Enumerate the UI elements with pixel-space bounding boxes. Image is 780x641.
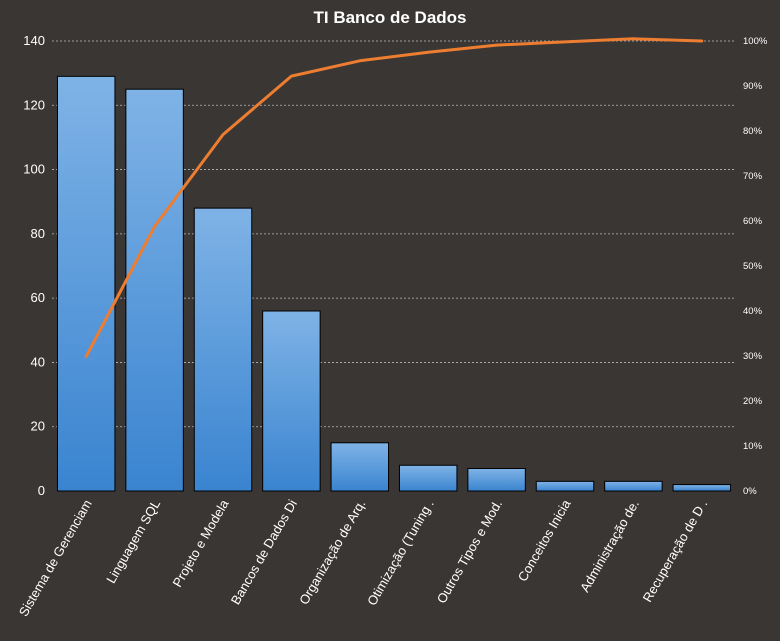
x-category-label: Administração de.	[577, 497, 642, 595]
line-point	[221, 133, 225, 136]
y-axis-left: 0 20 40 60 80 100 120 140	[23, 33, 45, 498]
y-left-tick-label: 100	[23, 162, 45, 177]
chart-title: TI Banco de Dados	[313, 8, 466, 27]
line-point	[290, 74, 293, 78]
x-category-label: Sistema de Gerenciam	[16, 497, 95, 619]
y-left-tick-label: 20	[31, 419, 45, 434]
line-point	[700, 39, 703, 43]
y-left-tick-label: 120	[23, 97, 45, 112]
x-category-label: Organização de Arq.	[296, 497, 368, 607]
x-category-label: Otimização (Tuning .	[364, 497, 437, 608]
x-category-label: Outros Tipos e Mod.	[434, 497, 506, 606]
line-point	[153, 225, 156, 228]
y-right-tick-label: 40%	[743, 306, 763, 317]
y-right-tick-label: 60%	[743, 216, 763, 227]
bar	[56, 75, 116, 492]
bar	[330, 442, 390, 492]
x-category-label: Bancos de Dados Di	[228, 497, 300, 607]
bar	[125, 88, 184, 492]
bar	[262, 310, 321, 492]
x-category-label: Projeto e Modela	[169, 496, 232, 589]
bar	[398, 464, 458, 492]
line-point	[563, 40, 567, 44]
line-point	[85, 355, 88, 358]
line-point	[632, 37, 635, 40]
line-point	[495, 43, 498, 47]
x-category-label: Recuperação de D .	[640, 497, 711, 605]
x-category-label: Conceitos Inicia	[515, 496, 574, 584]
y-right-tick-label: 80%	[743, 126, 763, 137]
y-left-tick-label: 40	[31, 354, 45, 369]
bar	[672, 484, 732, 492]
bar	[193, 207, 253, 492]
x-axis: Sistema de Gerenciam Linguagem SQL Projeto…	[16, 496, 711, 619]
bar	[604, 480, 663, 492]
line-point	[358, 59, 361, 62]
y-right-tick-label: 50%	[743, 261, 763, 272]
cumulative-line	[84, 37, 704, 358]
y-right-tick-label: 70%	[743, 171, 763, 182]
y-right-tick-label: 20%	[743, 396, 763, 407]
x-category-label: Linguagem SQL	[103, 497, 163, 586]
y-left-tick-label: 60	[31, 290, 45, 305]
bar	[467, 468, 526, 492]
y-right-tick-label: 90%	[743, 81, 763, 92]
line-point	[427, 51, 430, 54]
y-right-tick-label: 10%	[743, 441, 763, 452]
y-right-tick-label: 0%	[743, 486, 757, 497]
y-axis-right: 0% 10% 20% 30% 40% 50% 60% 70% 80% 90% 100%	[743, 36, 768, 497]
bar	[535, 480, 595, 492]
y-right-tick-label: 30%	[743, 351, 763, 362]
y-left-tick-label: 80	[31, 226, 45, 241]
y-right-tick-label: 100%	[743, 36, 768, 47]
bars	[56, 75, 732, 492]
cumulative-line-path	[84, 37, 704, 358]
y-left-tick-label: 0	[38, 483, 45, 498]
y-left-tick-label: 140	[23, 33, 45, 48]
